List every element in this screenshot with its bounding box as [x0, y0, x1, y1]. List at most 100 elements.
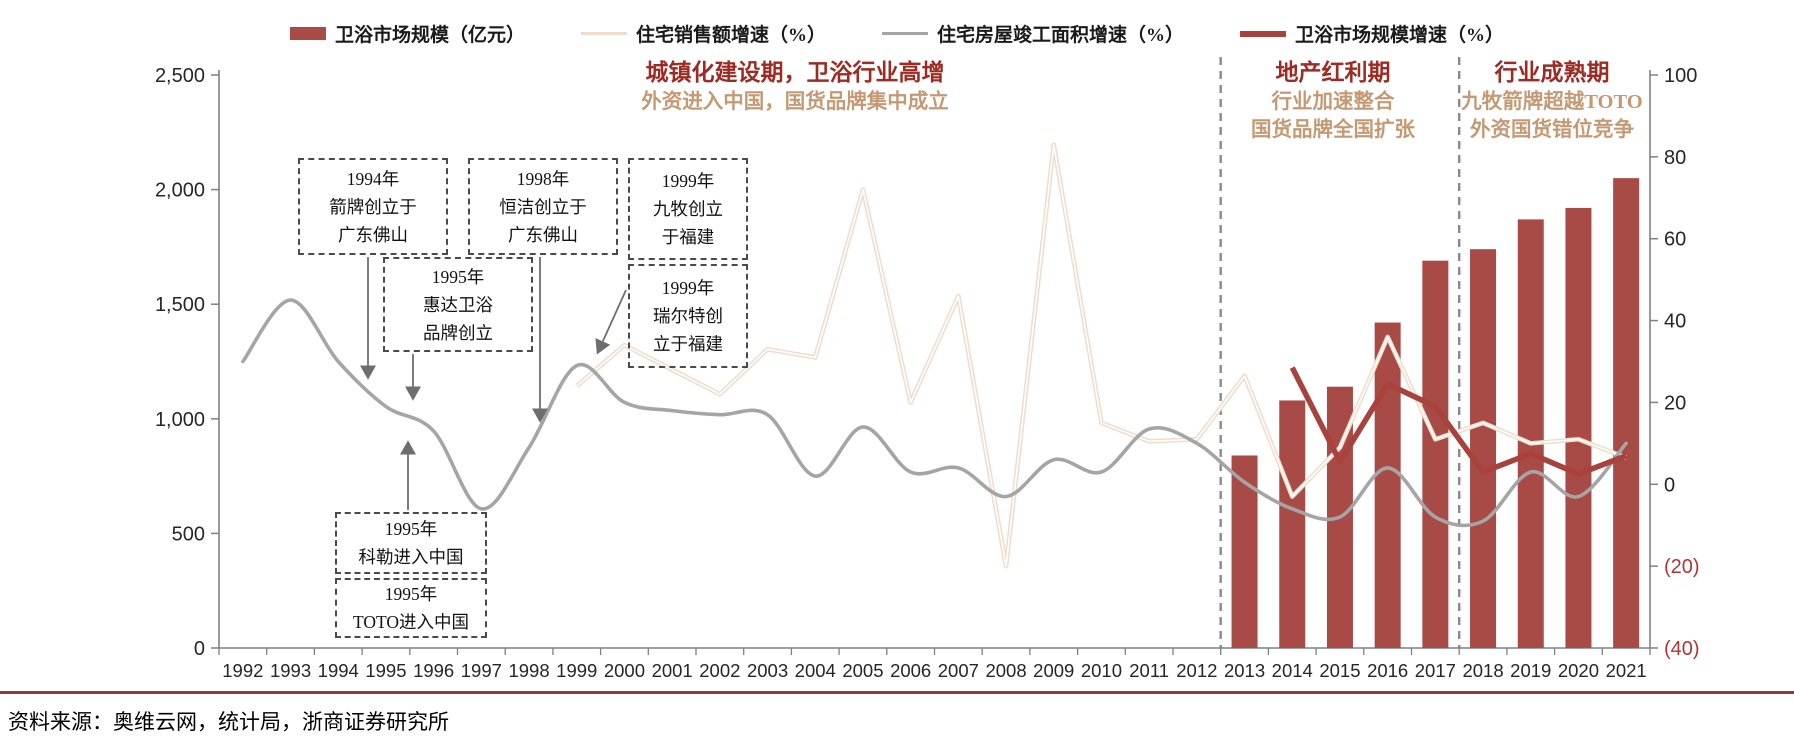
x-axis-label: 2001 [652, 660, 693, 681]
annotation-box-rt-1999: 1999年瑞尔特创立于福建 [628, 264, 748, 368]
annotation-line: 恒洁创立于 [499, 196, 587, 217]
chart-legend: 卫浴市场规模（亿元） 住宅销售额增速（%） 住宅房屋竣工面积增速（%） 卫浴市场… [289, 20, 1504, 47]
annotation-arrow-jomoo-1999 [595, 289, 627, 355]
annotation-box-jomoo-1999: 1999年九牧创立于福建 [628, 158, 748, 260]
annotation-box-hengjie-1998: 1998年恒洁创立于广东佛山 [468, 158, 618, 255]
annotation-line: 1995年 [384, 519, 438, 539]
line-completion-growth [241, 298, 1628, 528]
x-axis-label: 1993 [270, 660, 311, 681]
bar-2016 [1374, 322, 1401, 648]
x-axis-label: 2008 [985, 660, 1026, 681]
period-header-maturity: 行业成熟期 九牧箭牌超越TOTO 外资国货错位竞争 [1461, 57, 1643, 144]
annotation-line: 1994年 [346, 168, 400, 189]
x-axis-label: 2004 [795, 660, 836, 681]
legend-label: 卫浴市场规模增速（%） [1295, 25, 1505, 46]
period-subtitle: 外资进入中国，国货品牌集中成立 [641, 91, 949, 113]
annotation-line: 1999年 [661, 278, 715, 298]
annotation-line: 于福建 [661, 227, 715, 247]
x-axis-label: 1998 [508, 660, 549, 681]
x-axis-label: 2013 [1224, 660, 1265, 681]
right-axis-label: 60 [1664, 229, 1686, 251]
period-title: 城镇化建设期，卫浴行业高增 [645, 60, 945, 85]
right-axis-label: 100 [1664, 65, 1697, 87]
x-axis-label: 1997 [461, 660, 502, 681]
x-axis-label: 2011 [1129, 660, 1169, 681]
x-axis-label: 1992 [222, 660, 263, 681]
left-axis-label: 0 [194, 638, 205, 660]
annotation-line: 惠达卫浴 [423, 294, 493, 315]
bar-swatch-icon [289, 27, 326, 40]
x-axis-label: 1996 [413, 660, 454, 681]
annotation-line: TOTO进入中国 [352, 612, 470, 632]
legend-item-market-size: 卫浴市场规模（亿元） [289, 20, 525, 47]
annotation-box-arrow-1994: 1994年 箭牌创立于 广东佛山 [298, 158, 448, 255]
annotation-box-toto-1995: 1995年 TOTO进入中国 [335, 578, 487, 638]
x-axis-label: 2012 [1176, 660, 1217, 681]
annotation-line: 科勒进入中国 [358, 547, 464, 567]
annotation-line: 瑞尔特创 [653, 306, 723, 326]
bar-2017 [1422, 260, 1449, 648]
legend-label: 住宅房屋竣工面积增速（%） [937, 25, 1185, 46]
period-title: 地产红利期 [1275, 60, 1391, 85]
period-subtitle: 九牧箭牌超越TOTO [1461, 91, 1643, 113]
x-axis-label: 2019 [1510, 660, 1551, 681]
period-subtitle: 外资国货错位竞争 [1470, 119, 1634, 141]
annotation-line: 品牌创立 [423, 322, 493, 343]
annotation-line: 广东佛山 [338, 224, 408, 245]
right-axis-label: (20) [1664, 556, 1700, 578]
left-axis-label: 1,000 [155, 409, 205, 431]
x-axis-label: 2010 [1081, 660, 1122, 681]
bar-2021 [1613, 178, 1640, 648]
source-divider [0, 691, 1794, 694]
left-axis-label: 1,500 [155, 294, 205, 316]
x-axis-label: 1995 [365, 660, 406, 681]
bar-2018 [1470, 249, 1497, 648]
x-axis-label: 2018 [1462, 660, 1503, 681]
x-axis-label: 2007 [938, 660, 979, 681]
bar-2020 [1565, 207, 1592, 648]
x-axis-label: 2002 [699, 660, 740, 681]
right-axis-label: 40 [1664, 311, 1686, 333]
line-swatch-icon [580, 32, 627, 35]
x-axis-label: 2017 [1415, 660, 1456, 681]
period-header-realestate-dividend: 地产红利期 行业加速整合 国货品牌全国扩张 [1251, 57, 1415, 144]
period-title: 行业成熟期 [1494, 60, 1610, 85]
legend-label: 住宅销售额增速（%） [635, 25, 826, 46]
x-axis-label: 2015 [1319, 660, 1360, 681]
x-axis-label: 2009 [1033, 660, 1074, 681]
legend-item-completion-growth: 住宅房屋竣工面积增速（%） [882, 20, 1184, 47]
period-subtitle: 行业加速整合 [1271, 91, 1395, 113]
x-axis-label: 2016 [1367, 660, 1408, 681]
annotation-line: 1995年 [431, 266, 485, 287]
x-axis-label: 2021 [1606, 660, 1647, 681]
period-header-urbanization: 城镇化建设期，卫浴行业高增 外资进入中国，国货品牌集中成立 [641, 57, 949, 116]
right-axis-label: (40) [1664, 638, 1700, 660]
legend-item-sales-growth: 住宅销售额增速（%） [580, 20, 826, 47]
left-axis-label: 2,500 [155, 65, 205, 87]
left-axis-label: 500 [172, 523, 205, 545]
annotation-line: 广东佛山 [508, 224, 578, 245]
source-note: 资料来源：奥维云网，统计局，浙商证券研究所 [8, 710, 449, 734]
x-axis-label: 2003 [747, 660, 788, 681]
left-axis-label: 2,000 [155, 180, 205, 202]
right-axis-label: 0 [1664, 474, 1675, 496]
x-axis-label: 2000 [604, 660, 645, 681]
line-sales-growth-core [576, 143, 1627, 567]
annotation-line: 1998年 [516, 168, 570, 189]
annotation-line: 九牧创立 [653, 199, 723, 219]
annotation-line: 1999年 [661, 171, 715, 191]
thick-line-swatch-icon [1240, 30, 1287, 37]
line-market-growth [1289, 366, 1628, 477]
bar-2019 [1517, 219, 1544, 648]
legend-label: 卫浴市场规模（亿元） [334, 25, 525, 46]
x-axis-label: 2014 [1272, 660, 1313, 681]
annotation-line: 立于福建 [653, 334, 723, 354]
right-axis-label: 20 [1664, 392, 1686, 414]
period-subtitle: 国货品牌全国扩张 [1251, 119, 1415, 141]
line-swatch-icon [882, 32, 928, 35]
legend-item-market-growth: 卫浴市场规模增速（%） [1240, 20, 1504, 47]
x-axis-label: 2005 [842, 660, 883, 681]
x-axis-label: 1999 [556, 660, 597, 681]
